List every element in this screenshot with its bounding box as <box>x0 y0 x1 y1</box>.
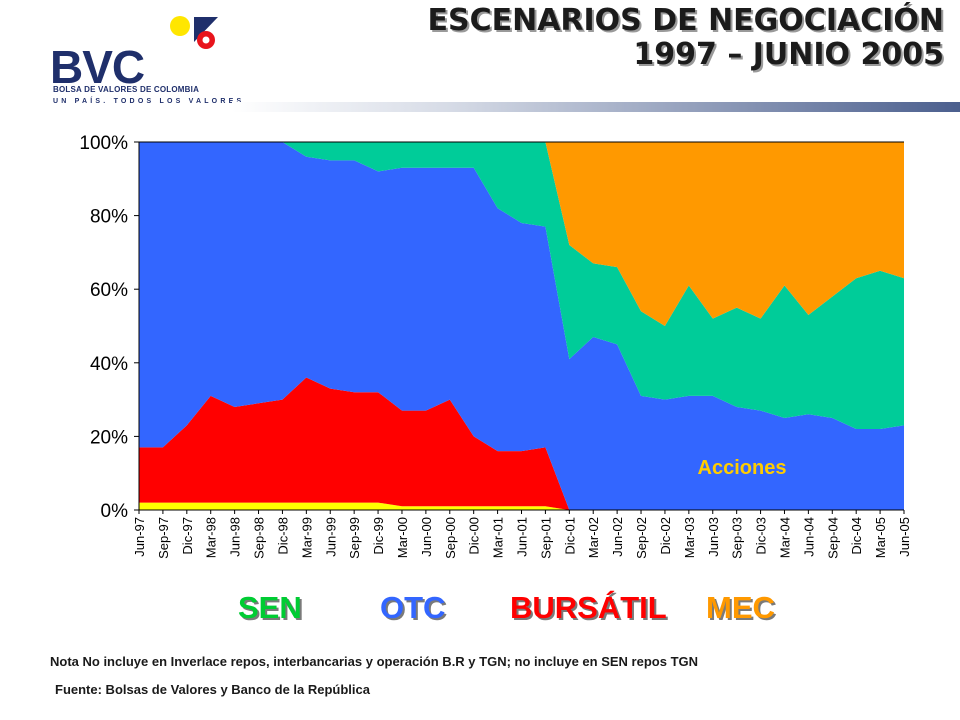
bvc-logo: BVC BOLSA DE VALORES DE COLOMBIA UN PAÍS… <box>50 14 241 105</box>
header-divider <box>232 102 960 112</box>
y-tick-label: 100% <box>79 133 128 154</box>
x-tick-label: Jun-98 <box>228 517 243 557</box>
y-tick-label: 20% <box>90 427 128 448</box>
x-tick-label: Dic-99 <box>371 517 386 555</box>
x-tick-label: Jun-00 <box>419 517 434 557</box>
logo-subtitle: BOLSA DE VALORES DE COLOMBIA <box>53 85 200 94</box>
x-tick-label: Mar-03 <box>682 517 697 558</box>
x-tick-label: Dic-00 <box>467 517 482 555</box>
x-tick-label: Jun-03 <box>706 517 721 557</box>
y-tick-label: 60% <box>90 280 128 301</box>
legend-item-sen: SEN <box>238 590 302 625</box>
area-series-3 <box>139 142 904 429</box>
x-tick-label: Sep-97 <box>156 517 171 559</box>
x-tick-label: Mar-02 <box>586 517 601 558</box>
x-tick-label: Mar-00 <box>395 517 410 558</box>
x-tick-label: Dic-03 <box>754 517 769 555</box>
x-tick-label: Sep-04 <box>825 517 840 559</box>
x-tick-label: Sep-01 <box>538 517 553 559</box>
x-tick-label: Jun-04 <box>801 517 816 557</box>
legend-item-mec: MEC <box>706 590 775 625</box>
x-tick-label: Sep-03 <box>730 517 745 559</box>
annotation-acciones: Acciones <box>698 457 787 479</box>
x-tick-label: Dic-02 <box>658 517 673 555</box>
area-series-2 <box>139 142 904 510</box>
bvc-logo-mark <box>170 16 218 49</box>
x-tick-label: Jun-97 <box>132 517 147 557</box>
legend-item-bursátil: BURSÁTIL <box>510 590 667 625</box>
x-tick-label: Sep-98 <box>252 517 267 559</box>
logo-tagline: UN PAÍS. TODOS LOS VALORES <box>53 98 245 105</box>
title-line-1: ESCENARIOS DE NEGOCIACIÓN <box>427 3 944 38</box>
x-tick-label: Sep-02 <box>634 517 649 559</box>
footer-note: Nota No incluye en Inverlace repos, inte… <box>50 654 699 669</box>
x-tick-label: Dic-97 <box>180 517 195 555</box>
logo-red-dot-center <box>202 36 210 44</box>
x-tick-label: Dic-01 <box>562 517 577 555</box>
footer-source: Fuente: Bolsas de Valores y Banco de la … <box>55 682 370 697</box>
x-tick-label: Sep-99 <box>347 517 362 559</box>
x-tick-label: Jun-99 <box>323 517 338 557</box>
x-tick-label: Jun-05 <box>897 517 912 557</box>
y-tick-label: 40% <box>90 354 128 375</box>
logo-word: BVC <box>50 41 145 93</box>
x-tick-label: Mar-04 <box>778 517 793 558</box>
area-series-4 <box>139 142 904 326</box>
area-series-1 <box>139 377 904 510</box>
y-tick-label: 0% <box>101 501 129 522</box>
x-tick-label: Sep-00 <box>443 517 458 559</box>
page-title: ESCENARIOS DE NEGOCIACIÓN 1997 – JUNIO 2… <box>427 4 944 72</box>
x-tick-label: Mar-05 <box>873 517 888 558</box>
x-tick-label: Mar-99 <box>299 517 314 558</box>
stacked-area-chart: 0% 20% 40% 60% 80% 100% Jun-97 Sep-97 Dic-97 Mar-… <box>79 133 912 559</box>
x-tick-label: Mar-98 <box>204 517 219 558</box>
title-line-2: 1997 – JUNIO 2005 <box>633 37 944 72</box>
x-tick-label: Mar-01 <box>491 517 506 558</box>
y-tick-label: 80% <box>90 207 128 228</box>
x-tick-label: Dic-98 <box>275 517 290 555</box>
logo-yellow-dot <box>170 16 190 36</box>
x-tick-label: Dic-04 <box>849 517 864 555</box>
x-tick-label: Jun-01 <box>515 517 530 557</box>
x-tick-label: Jun-02 <box>610 517 625 557</box>
legend-item-otc: OTC <box>380 590 446 625</box>
